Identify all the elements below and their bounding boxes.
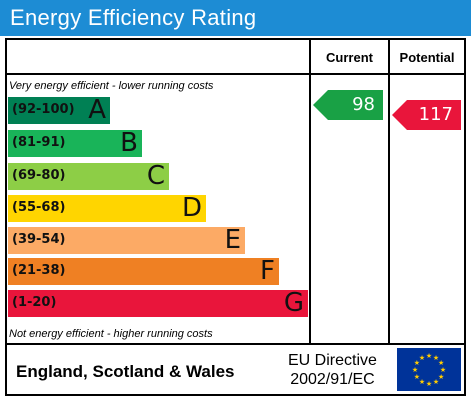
- eu-star-icon: ★: [440, 366, 446, 374]
- band-letter: G: [283, 288, 304, 318]
- band-range: (39-54): [12, 232, 66, 247]
- band-c: (69-80) C: [8, 161, 169, 191]
- eu-star-icon: ★: [412, 366, 418, 374]
- eu-directive-line2: 2002/91/EC: [290, 371, 375, 388]
- potential-column-header: Potential: [399, 50, 455, 65]
- eu-star-icon: ★: [433, 354, 439, 362]
- band-d: (55-68) D: [8, 193, 206, 223]
- eu-star-icon: ★: [438, 359, 444, 367]
- potential-rating-value: 117: [418, 104, 453, 125]
- eu-star-icon: ★: [426, 352, 432, 360]
- inefficient-note: Not energy efficient - higher running co…: [9, 328, 213, 340]
- eu-star-icon: ★: [414, 359, 420, 367]
- band-letter: A: [88, 95, 106, 125]
- band-range: (69-80): [12, 168, 66, 183]
- current-rating-arrow: 98: [313, 90, 383, 120]
- eu-star-icon: ★: [419, 354, 425, 362]
- footer-divider: [5, 343, 466, 345]
- band-letter: C: [146, 161, 165, 191]
- eu-star-icon: ★: [419, 378, 425, 386]
- band-range: (21-38): [12, 263, 66, 278]
- eu-star-icon: ★: [438, 373, 444, 381]
- rating-frame: [5, 38, 466, 396]
- potential-rating-arrow: 117: [392, 100, 461, 130]
- current-column-header: Current: [326, 50, 373, 65]
- title-bar: Energy Efficiency Rating: [0, 0, 471, 36]
- band-a: (92-100) A: [8, 95, 110, 125]
- potential-arrow-shape: [392, 100, 461, 130]
- column-divider-current: [309, 38, 311, 345]
- band-range: (55-68): [12, 200, 66, 215]
- eu-directive-line1: EU Directive: [288, 352, 377, 369]
- band-g: (1-20) G: [8, 288, 308, 318]
- eu-flag-icon: ★ ★★★★★★★★★★★: [397, 348, 461, 391]
- footer-region: England, Scotland & Wales: [16, 362, 235, 381]
- band-letter: F: [260, 256, 275, 286]
- band-range: (1-20): [12, 295, 57, 310]
- eu-star-icon: ★: [433, 378, 439, 386]
- page-title: Energy Efficiency Rating: [10, 5, 257, 30]
- band-range: (92-100): [12, 102, 75, 117]
- band-e: (39-54) E: [8, 225, 245, 255]
- band-range: (81-91): [12, 135, 66, 150]
- current-arrow-shape: [313, 90, 383, 120]
- header-divider: [5, 73, 466, 75]
- band-b: (81-91) B: [8, 128, 142, 158]
- eu-star-icon: ★: [414, 373, 420, 381]
- column-divider-potential: [388, 38, 390, 345]
- current-rating-value: 98: [352, 94, 375, 115]
- eu-star-icon: ★: [426, 380, 432, 388]
- band-f: (21-38) F: [8, 256, 279, 286]
- band-letter: D: [181, 193, 202, 223]
- eu-directive: EU Directive 2002/91/EC: [288, 351, 377, 389]
- band-letter: B: [120, 128, 138, 158]
- efficient-note: Very energy efficient - lower running co…: [9, 80, 214, 92]
- band-letter: E: [224, 225, 241, 255]
